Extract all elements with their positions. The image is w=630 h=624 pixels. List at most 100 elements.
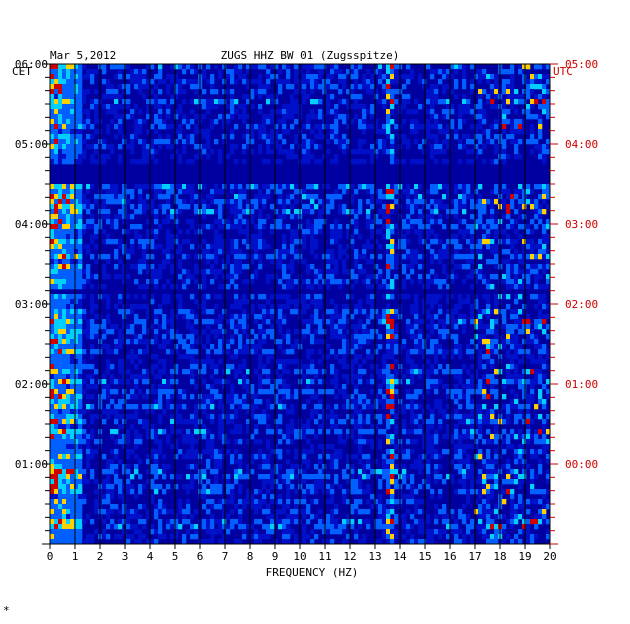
spectrogram-cell <box>314 159 319 165</box>
spectrogram-cell <box>206 194 211 200</box>
spectrogram-cell <box>206 394 211 400</box>
spectrogram-cell <box>238 339 243 345</box>
spectrogram-cell <box>506 439 511 445</box>
spectrogram-cell <box>134 234 139 240</box>
spectrogram-cell <box>154 84 159 90</box>
spectrogram-cell <box>446 104 451 110</box>
spectrogram-cell <box>154 194 159 200</box>
spectrogram-cell <box>350 429 355 435</box>
spectrogram-cell <box>414 304 419 310</box>
spectrogram-cell <box>66 209 71 215</box>
spectrogram-cell <box>158 374 163 380</box>
spectrogram-cell <box>526 339 531 345</box>
spectrogram-cell <box>262 184 267 190</box>
spectrogram-cell <box>354 389 359 395</box>
spectrogram-cell <box>54 409 59 415</box>
spectrogram-cell <box>514 254 519 260</box>
spectrogram-cell <box>58 129 63 135</box>
spectrogram-cell <box>86 219 91 225</box>
spectrogram-cell <box>438 334 443 340</box>
spectrogram-cell <box>54 234 59 240</box>
spectrogram-cell <box>190 419 195 425</box>
spectrogram-cell <box>118 379 123 385</box>
spectrogram-cell <box>434 299 439 305</box>
spectrogram-cell <box>438 144 443 150</box>
spectrogram-cell <box>134 444 139 450</box>
spectrogram-cell <box>338 184 343 190</box>
spectrogram-cell <box>234 79 239 85</box>
spectrogram-cell <box>58 314 63 320</box>
spectrogram-cell <box>238 249 243 255</box>
spectrogram-cell <box>318 299 323 305</box>
spectrogram-cell <box>486 414 491 420</box>
spectrogram-cell <box>174 294 179 300</box>
spectrogram-cell <box>278 309 283 315</box>
spectrogram-cell <box>510 239 515 245</box>
spectrogram-cell <box>110 324 115 330</box>
spectrogram-cell <box>366 184 371 190</box>
spectrogram-cell <box>386 94 391 100</box>
spectrogram-cell <box>234 124 239 130</box>
spectrogram-cell <box>118 129 123 135</box>
spectrogram-cell <box>190 189 195 195</box>
spectrogram-cell <box>206 224 211 230</box>
spectrogram-cell <box>458 229 463 235</box>
spectrogram-cell <box>62 384 67 390</box>
spectrogram-cell <box>62 144 67 150</box>
spectrogram-cell <box>462 64 467 70</box>
spectrogram-cell <box>246 264 251 270</box>
spectrogram-cell <box>74 299 79 305</box>
spectrogram-cell <box>254 394 259 400</box>
spectrogram-cell <box>278 439 283 445</box>
spectrogram-cell <box>474 104 479 110</box>
spectrogram-cell <box>478 199 483 205</box>
spectrogram-cell <box>266 159 271 165</box>
spectrogram-cell <box>186 324 191 330</box>
spectrogram-cell <box>142 209 147 215</box>
spectrogram-cell <box>118 404 123 410</box>
spectrogram-cell <box>158 344 163 350</box>
spectrogram-cell <box>534 254 539 260</box>
spectrogram-cell <box>378 269 383 275</box>
spectrogram-cell <box>514 294 519 300</box>
spectrogram-cell <box>490 204 495 210</box>
spectrogram-cell <box>138 189 143 195</box>
spectrogram-cell <box>142 254 147 260</box>
spectrogram-cell <box>174 369 179 375</box>
spectrogram-cell <box>182 239 187 245</box>
spectrogram-cell <box>354 209 359 215</box>
spectrogram-cell <box>230 269 235 275</box>
spectrogram-cell <box>330 64 335 70</box>
spectrogram-cell <box>282 254 287 260</box>
spectrogram-cell <box>458 104 463 110</box>
spectrogram-cell <box>454 334 459 340</box>
spectrogram-cell <box>294 429 299 435</box>
spectrogram-cell <box>78 194 83 200</box>
spectrogram-cell <box>290 424 295 430</box>
spectrogram-cell <box>114 404 119 410</box>
spectrogram-cell <box>66 74 71 80</box>
spectrogram-cell <box>262 364 267 370</box>
spectrogram-cell <box>330 84 335 90</box>
spectrogram-cell <box>294 89 299 95</box>
spectrogram-cell <box>90 434 95 440</box>
spectrogram-cell <box>462 279 467 285</box>
spectrogram-cell <box>146 434 151 440</box>
spectrogram-cell <box>534 319 539 325</box>
spectrogram-cell <box>202 74 207 80</box>
spectrogram-cell <box>334 394 339 400</box>
spectrogram-cell <box>62 334 67 340</box>
spectrogram-cell <box>202 404 207 410</box>
spectrogram-cell <box>282 249 287 255</box>
spectrogram-cell <box>66 334 71 340</box>
spectrogram-cell <box>338 439 343 445</box>
spectrogram-cell <box>126 199 131 205</box>
spectrogram-cell <box>426 379 431 385</box>
spectrogram-cell <box>314 144 319 150</box>
spectrogram-cell <box>70 389 75 395</box>
spectrogram-cell <box>494 94 499 100</box>
spectrogram-cell <box>70 349 75 355</box>
spectrogram-cell <box>274 209 279 215</box>
spectrogram-cell <box>486 339 491 345</box>
spectrogram-cell <box>190 349 195 355</box>
